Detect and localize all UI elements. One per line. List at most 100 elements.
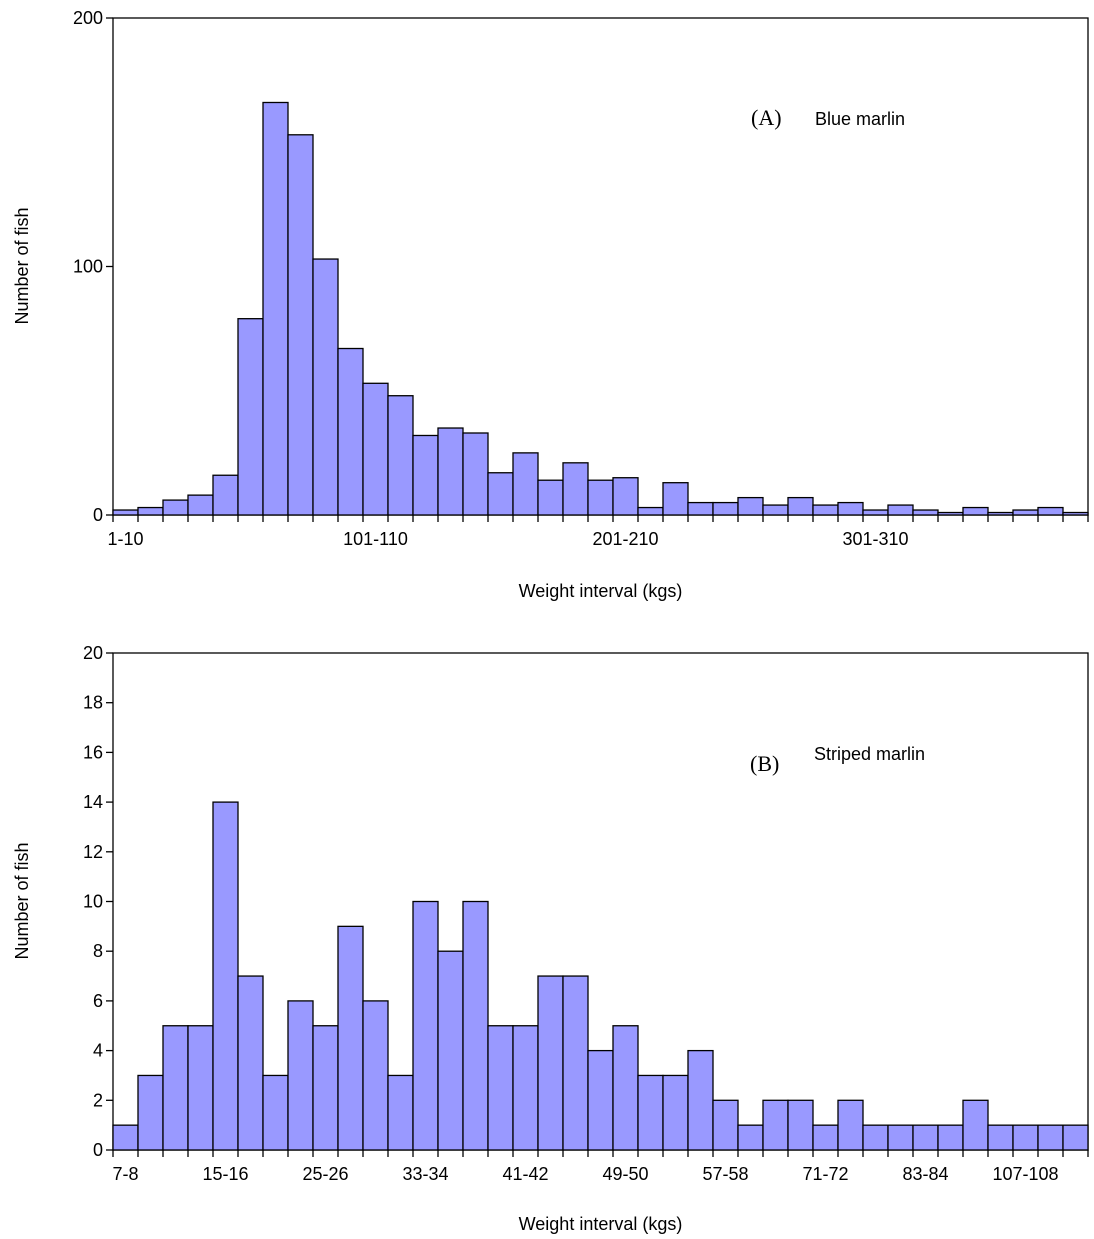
y-tick-label: 4: [93, 1041, 103, 1061]
y-tick-label: 200: [73, 8, 103, 28]
bar: [387, 1074, 414, 1151]
y-tick-label: 8: [93, 941, 103, 961]
bar: [637, 1074, 664, 1151]
bar: [487, 472, 514, 516]
bar: [1012, 509, 1039, 516]
bar: [512, 452, 539, 516]
bar: [662, 482, 689, 516]
x-tick-label: 101-110: [343, 529, 408, 549]
y-tick-label: 6: [93, 991, 103, 1011]
bar: [262, 101, 289, 516]
bar: [462, 900, 489, 1151]
bar: [712, 1099, 739, 1151]
bar: [562, 975, 589, 1151]
x-tick-label: 33-34: [402, 1164, 448, 1184]
bar: [637, 506, 664, 516]
y-tick-label: 10: [83, 892, 103, 912]
y-tick-label: 0: [93, 1140, 103, 1160]
y-tick-label: 12: [83, 842, 103, 862]
bar: [687, 501, 714, 516]
bar: [387, 395, 414, 516]
bar: [137, 506, 164, 516]
bar: [562, 462, 589, 516]
bar: [362, 382, 389, 516]
bar: [1037, 1124, 1064, 1151]
bar: [537, 975, 564, 1151]
species-title: Striped marlin: [814, 744, 925, 764]
x-tick-label: 83-84: [902, 1164, 948, 1184]
bar: [112, 509, 139, 516]
x-tick-label: 201-210: [592, 529, 658, 549]
x-tick-label: 49-50: [602, 1164, 648, 1184]
bar: [912, 1124, 939, 1151]
bar: [162, 499, 189, 516]
bar: [362, 1000, 389, 1151]
bar: [612, 1025, 639, 1151]
x-tick-label: 15-16: [202, 1164, 248, 1184]
bar: [287, 134, 314, 516]
bar: [462, 432, 489, 516]
x-tick-label: 57-58: [702, 1164, 748, 1184]
y-tick-label: 16: [83, 742, 103, 762]
bar: [862, 509, 889, 516]
bar: [537, 479, 564, 516]
bar: [187, 494, 214, 516]
bar: [412, 900, 439, 1151]
bar: [887, 504, 914, 516]
bar: [737, 1124, 764, 1151]
panel-label: (B): [750, 751, 779, 776]
bar: [412, 434, 439, 516]
bar: [1062, 511, 1089, 516]
bar: [787, 496, 814, 516]
x-tick-label: 7-8: [112, 1164, 138, 1184]
bar: [962, 506, 989, 516]
bar: [937, 1124, 964, 1151]
x-tick-label: 25-26: [302, 1164, 348, 1184]
x-axis-label: Weight interval (kgs): [519, 1214, 683, 1234]
bar: [212, 801, 239, 1151]
bar: [612, 477, 639, 516]
bar: [812, 1124, 839, 1151]
bar: [737, 496, 764, 516]
x-tick-label: 71-72: [802, 1164, 848, 1184]
bar: [937, 511, 964, 516]
species-title: Blue marlin: [815, 109, 905, 129]
bar: [312, 258, 339, 516]
bar: [812, 504, 839, 516]
bar: [237, 975, 264, 1151]
bar: [837, 501, 864, 516]
bar: [487, 1025, 514, 1151]
y-axis-label: Number of fish: [12, 842, 32, 959]
bar: [1062, 1124, 1089, 1151]
y-tick-label: 2: [93, 1090, 103, 1110]
bar: [1012, 1124, 1039, 1151]
bar: [587, 1049, 614, 1151]
bar: [262, 1074, 289, 1151]
bar: [437, 427, 464, 516]
bar: [687, 1049, 714, 1151]
x-tick-label: 107-108: [992, 1164, 1058, 1184]
bar: [237, 318, 264, 516]
bar: [437, 950, 464, 1151]
y-tick-label: 18: [83, 693, 103, 713]
bar: [987, 511, 1014, 516]
bar: [287, 1000, 314, 1151]
y-tick-label: 0: [93, 505, 103, 525]
bar: [337, 925, 364, 1151]
bar: [762, 1099, 789, 1151]
bar: [862, 1124, 889, 1151]
bar: [212, 474, 239, 516]
x-tick-label: 301-310: [842, 529, 908, 549]
x-tick-label: 1-10: [107, 529, 143, 549]
bar: [337, 347, 364, 516]
bar: [587, 479, 614, 516]
bar: [762, 504, 789, 516]
bar: [912, 509, 939, 516]
bar: [962, 1099, 989, 1151]
y-tick-label: 100: [73, 257, 103, 277]
bar: [187, 1025, 214, 1151]
panel-a-blue-marlin: 0 100 200 1-10 101-110 201-210 301-310 Weight i…: [12, 8, 1089, 601]
bar: [312, 1025, 339, 1151]
bar: [712, 501, 739, 516]
